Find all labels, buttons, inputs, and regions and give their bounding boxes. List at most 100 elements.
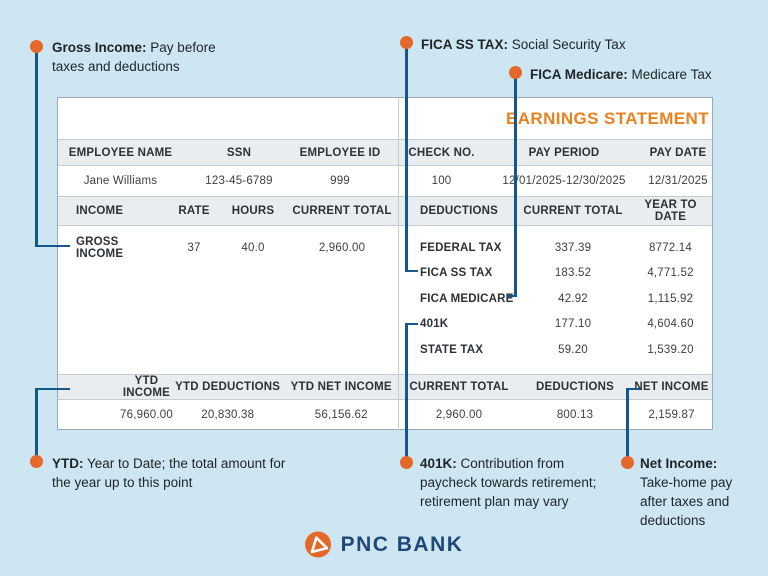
callout-line-ytd-horizontal [35, 387, 71, 390]
deduction-current: 59.20 [558, 343, 588, 356]
gross-income-rate: 37 [187, 241, 201, 254]
deduction-ytd: 1,539.20 [647, 343, 694, 356]
deduction-ytd: 8772.14 [649, 241, 692, 254]
deduction-ytd: 1,115.92 [647, 292, 694, 305]
col-header-deductions-current-total: CURRENT TOTAL [523, 205, 623, 217]
col-header-rate: RATE [178, 205, 210, 217]
callout-dot-net-income [621, 456, 634, 469]
callout-line-fica-ss-horizontal [405, 269, 419, 272]
col-header-ytd-deductions: YTD DEDUCTIONS [175, 381, 281, 393]
col-header-summary-current-total: CURRENT TOTAL [409, 381, 509, 393]
callout-fica-ss: FICA SS TAX: Social Security Tax [421, 35, 626, 54]
callout-401k-label: 401K: [420, 456, 457, 471]
col-header-employee-name: EMPLOYEE NAME [68, 146, 173, 159]
statement-title: EARNINGS STATEMENT [505, 108, 709, 128]
statement-title-row: EARNINGS STATEMENT [58, 98, 712, 140]
col-header-summary-deductions: DEDUCTIONS [535, 381, 615, 393]
statement-body: GROSS INCOME 37 40.0 2,960.00 FEDERAL TA… [58, 226, 712, 374]
deduction-label: 401K [420, 318, 449, 331]
callout-net-income-desc: Take-home pay after taxes and deductions [640, 475, 733, 528]
employee-header-row: EMPLOYEE NAME SSN EMPLOYEE ID CHECK NO. … [58, 140, 712, 166]
callout-ytd-label: YTD: [52, 456, 84, 471]
col-header-income-current-total: CURRENT TOTAL [292, 205, 392, 217]
callout-line-401k-horizontal [405, 322, 419, 325]
callout-net-income-label: Net Income: [640, 456, 718, 471]
callout-dot-gross-income [30, 40, 43, 53]
deduction-current: 183.52 [554, 267, 592, 280]
callout-fica-medicare-desc: Medicare Tax [631, 67, 712, 82]
employee-name-value: Jane Williams [83, 175, 158, 187]
callout-line-fica-medicare-horizontal [507, 294, 517, 297]
deduction-label: FICA SS TAX [420, 267, 493, 280]
deduction-ytd: 4,604.60 [647, 318, 694, 331]
deduction-current: 337.39 [554, 241, 592, 254]
callout-line-fica-ss-vertical [405, 42, 408, 271]
callout-line-gross-income-vertical [35, 46, 38, 247]
col-header-ytd-net-income: YTD NET INCOME [290, 381, 392, 393]
deduction-current: 42.92 [558, 292, 588, 305]
deduction-row-401k: 401K 177.10 4,604.60 [399, 312, 712, 338]
callout-fica-ss-label: FICA SS TAX: [421, 37, 508, 52]
col-header-pay-period: PAY PERIOD [528, 146, 600, 159]
deduction-current: 177.10 [554, 318, 592, 331]
callout-gross-income-desc: Pay before taxes and deductions [52, 40, 216, 74]
callout-dot-401k [400, 456, 413, 469]
earnings-statement-table: EARNINGS STATEMENT EMPLOYEE NAME SSN EMP… [57, 97, 713, 430]
statement-title-left-spacer [58, 98, 399, 139]
col-header-pay-date: PAY DATE [649, 146, 707, 159]
col-header-ytd-income: YTD INCOME [122, 375, 171, 399]
deduction-label: FICA MEDICARE [420, 292, 514, 305]
callout-line-net-income-horizontal [626, 387, 641, 390]
callout-dot-fica-ss [400, 36, 413, 49]
col-header-check-no: CHECK NO. [408, 146, 475, 159]
col-header-net-income: NET INCOME [634, 381, 709, 393]
col-header-deductions: DEDUCTIONS [420, 205, 499, 217]
pnc-bank-logo: PNC BANK [305, 531, 464, 558]
deduction-row-federal-tax: FEDERAL TAX 337.39 8772.14 [399, 235, 712, 261]
callout-line-gross-income-horizontal [35, 244, 71, 248]
gross-income-current-total: 2,960.00 [318, 241, 366, 254]
ytd-deductions-value: 20,830.38 [201, 409, 255, 421]
callout-dot-fica-medicare [509, 66, 522, 79]
pay-period-value: 12/01/2025-12/30/2025 [502, 175, 626, 187]
ytd-net-income-value: 56,156.62 [314, 409, 368, 421]
income-row-gross: GROSS INCOME 37 40.0 2,960.00 [58, 235, 398, 261]
col-header-hours: HOURS [231, 205, 275, 217]
ytd-income-value: 76,960.00 [120, 409, 173, 421]
callout-line-401k-vertical [405, 322, 408, 463]
callout-gross-income-label: Gross Income: [52, 40, 147, 55]
callout-ytd-desc: Year to Date; the total amount for the y… [52, 456, 286, 490]
income-deductions-header-row: INCOME RATE HOURS CURRENT TOTAL DEDUCTIO… [58, 197, 712, 226]
callout-net-income: Net Income: Take-home pay after taxes an… [640, 454, 752, 530]
pay-date-value: 12/31/2025 [648, 175, 708, 187]
employee-values-row: Jane Williams 123-45-6789 999 100 12/01/… [58, 166, 712, 197]
pnc-wordmark: PNC BANK [340, 532, 464, 556]
net-income-value: 2,159.87 [648, 409, 695, 421]
deduction-ytd: 4,771.52 [647, 267, 694, 280]
pnc-logo-icon [305, 531, 332, 558]
callout-ytd: YTD: Year to Date; the total amount for … [52, 454, 292, 492]
callout-fica-medicare: FICA Medicare: Medicare Tax [530, 65, 712, 84]
col-header-year-to-date: YEAR TO DATE [644, 199, 697, 223]
callout-401k: 401K: Contribution from paycheck towards… [420, 454, 618, 511]
col-header-ssn: SSN [226, 146, 252, 159]
deduction-row-fica-ss: FICA SS TAX 183.52 4,771.52 [399, 261, 712, 287]
summary-values-row: 76,960.00 20,830.38 56,156.62 2,960.00 8… [58, 400, 712, 430]
deduction-row-fica-medicare: FICA MEDICARE 42.92 1,115.92 [399, 286, 712, 312]
callout-fica-medicare-label: FICA Medicare: [530, 67, 628, 82]
callout-line-fica-medicare-vertical [514, 72, 517, 297]
callout-gross-income: Gross Income: Pay before taxes and deduc… [52, 38, 232, 76]
check-no-value: 100 [431, 175, 452, 187]
gross-income-label: GROSS INCOME [76, 235, 124, 260]
gross-income-hours: 40.0 [241, 241, 265, 254]
summary-header-row: YTD INCOME YTD DEDUCTIONS YTD NET INCOME… [58, 374, 712, 400]
col-header-income: INCOME [76, 205, 124, 217]
deduction-row-state-tax: STATE TAX 59.20 1,539.20 [399, 337, 712, 363]
callout-line-ytd-vertical [35, 387, 38, 463]
callout-dot-ytd [30, 455, 43, 468]
deduction-label: FEDERAL TAX [420, 241, 502, 254]
col-header-employee-id: EMPLOYEE ID [299, 146, 381, 159]
summary-current-total-value: 2,960.00 [435, 409, 483, 421]
ssn-value: 123-45-6789 [205, 175, 273, 187]
